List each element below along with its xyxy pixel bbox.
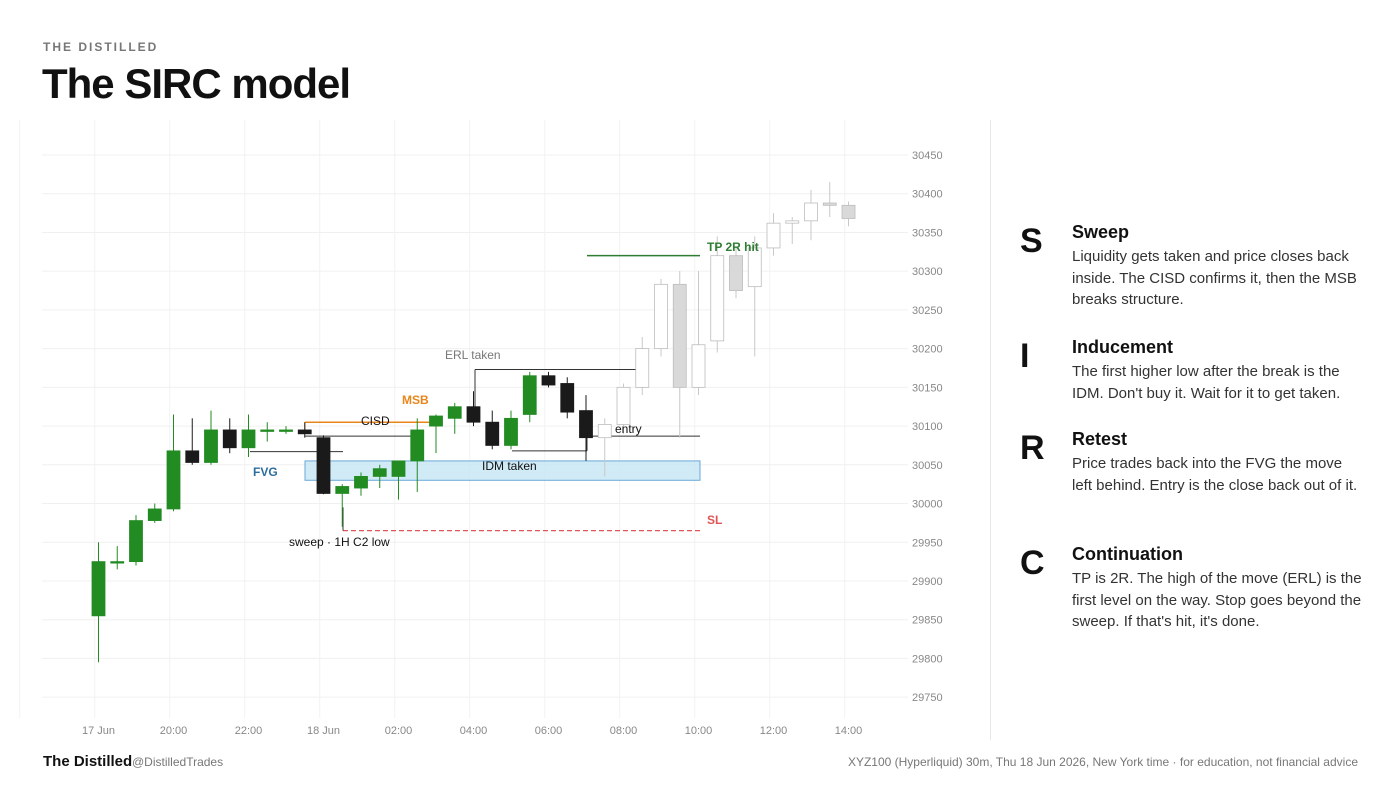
y-tick-label: 29950 — [912, 537, 943, 549]
entry-label: entry — [615, 422, 642, 436]
candle-body — [541, 375, 556, 386]
y-tick-label: 30450 — [912, 150, 943, 162]
y-tick-label: 30150 — [912, 382, 943, 394]
y-tick-label: 30200 — [912, 344, 943, 356]
x-tick-label: 02:00 — [385, 725, 413, 737]
sirc-chart: 29750 29800 29850 29900 29950 30000 30050 30100… — [19, 120, 943, 737]
footer-handle: @DistilledTrades — [132, 755, 224, 769]
candle-body — [335, 486, 350, 494]
candle-body — [466, 406, 481, 423]
candle-body — [597, 424, 612, 439]
legend-heading-inducement: Inducement — [1072, 337, 1174, 357]
legend-letter-c: C — [1020, 544, 1045, 582]
legend-body-continuation: TP is 2R. The high of the move (ERL) is … — [1072, 570, 1362, 630]
legend-letter-i: I — [1020, 337, 1030, 375]
y-tick-label: 29900 — [912, 576, 943, 588]
candle-body — [129, 520, 143, 563]
candle-body — [185, 450, 200, 463]
candle-body — [429, 415, 443, 427]
candle-body — [729, 255, 743, 291]
candle-body — [222, 429, 237, 449]
legend-letter-s: S — [1020, 222, 1043, 260]
y-tick-label: 29750 — [912, 692, 943, 704]
candle-body — [279, 429, 293, 432]
footer-brand: The Distilled — [43, 753, 133, 770]
candle-body — [710, 255, 725, 342]
candle-body — [504, 417, 518, 446]
legend-body-retest: Price trades back into the FVG the move … — [1072, 455, 1358, 494]
y-tick-label: 29850 — [912, 615, 943, 627]
candle-body — [147, 508, 162, 521]
candle-body — [672, 283, 687, 388]
x-tick-label: 20:00 — [160, 725, 188, 737]
candle-body — [372, 468, 387, 477]
candle-body — [766, 222, 781, 249]
y-tick-label: 30400 — [912, 189, 943, 201]
cisd-label: CISD — [361, 414, 390, 428]
candle-body — [616, 386, 631, 425]
candle-body — [654, 283, 668, 350]
candle-body — [485, 421, 500, 446]
y-tick-label: 30250 — [912, 305, 943, 317]
idm-label: IDM taken — [482, 459, 537, 473]
y-tick-label: 30000 — [912, 499, 943, 511]
fvg-label: FVG — [253, 465, 278, 479]
x-tick-label: 08:00 — [610, 725, 638, 737]
candle-body — [785, 220, 800, 224]
x-tick-label: 22:00 — [235, 725, 263, 737]
candle-body — [841, 204, 856, 219]
candle-body — [110, 561, 125, 564]
candle-body — [260, 429, 275, 432]
candle-body — [297, 429, 312, 435]
candle-body — [204, 429, 218, 463]
y-tick-label: 30050 — [912, 460, 943, 472]
candle-body — [560, 383, 575, 413]
msb-label: MSB — [402, 393, 429, 407]
x-tick-label: 12:00 — [760, 725, 788, 737]
tp-label: TP 2R hit — [707, 240, 759, 254]
candle-body — [91, 561, 106, 617]
candle-body — [804, 202, 818, 222]
sl-label: SL — [707, 513, 722, 527]
candle-body — [579, 410, 593, 439]
x-tick-label: 14:00 — [835, 725, 863, 737]
sweep-label: sweep · 1H C2 low — [289, 535, 390, 549]
legend-heading-continuation: Continuation — [1072, 544, 1183, 564]
candle-body — [354, 476, 368, 489]
y-tick-label: 30100 — [912, 421, 943, 433]
candle-body — [691, 344, 706, 388]
legend-heading-sweep: Sweep — [1072, 222, 1130, 242]
y-tick-label: 30300 — [912, 266, 943, 278]
x-tick-label: 17 Jun — [82, 725, 115, 737]
candle-body — [822, 202, 837, 206]
candle-body — [447, 406, 462, 419]
candle-body — [635, 348, 650, 388]
y-tick-label: 29800 — [912, 653, 943, 665]
x-tick-label: 06:00 — [535, 725, 563, 737]
divider — [990, 120, 991, 740]
page-title: The SIRC model — [42, 60, 351, 107]
brand-label: THE DISTILLED — [43, 40, 159, 54]
x-tick-label: 18 Jun — [307, 725, 340, 737]
legend-body-sweep: Liquidity gets taken and price closes ba… — [1072, 248, 1357, 308]
candle-body — [316, 437, 331, 494]
x-tick-label: 04:00 — [460, 725, 488, 737]
candle-body — [410, 429, 425, 462]
candle-body — [166, 450, 181, 510]
x-tick-label: 10:00 — [685, 725, 713, 737]
candle-body — [241, 429, 256, 449]
legend-letter-r: R — [1020, 429, 1045, 467]
candle-body — [747, 247, 762, 288]
erl-label: ERL taken — [445, 348, 501, 362]
legend-body-inducement: The first higher low after the break is … — [1072, 363, 1341, 402]
candle-body — [391, 460, 406, 477]
candle-body — [522, 375, 537, 415]
y-tick-label: 30350 — [912, 227, 943, 239]
legend-heading-retest: Retest — [1072, 429, 1128, 449]
footer-note: XYZ100 (Hyperliquid) 30m, Thu 18 Jun 202… — [847, 755, 1358, 769]
